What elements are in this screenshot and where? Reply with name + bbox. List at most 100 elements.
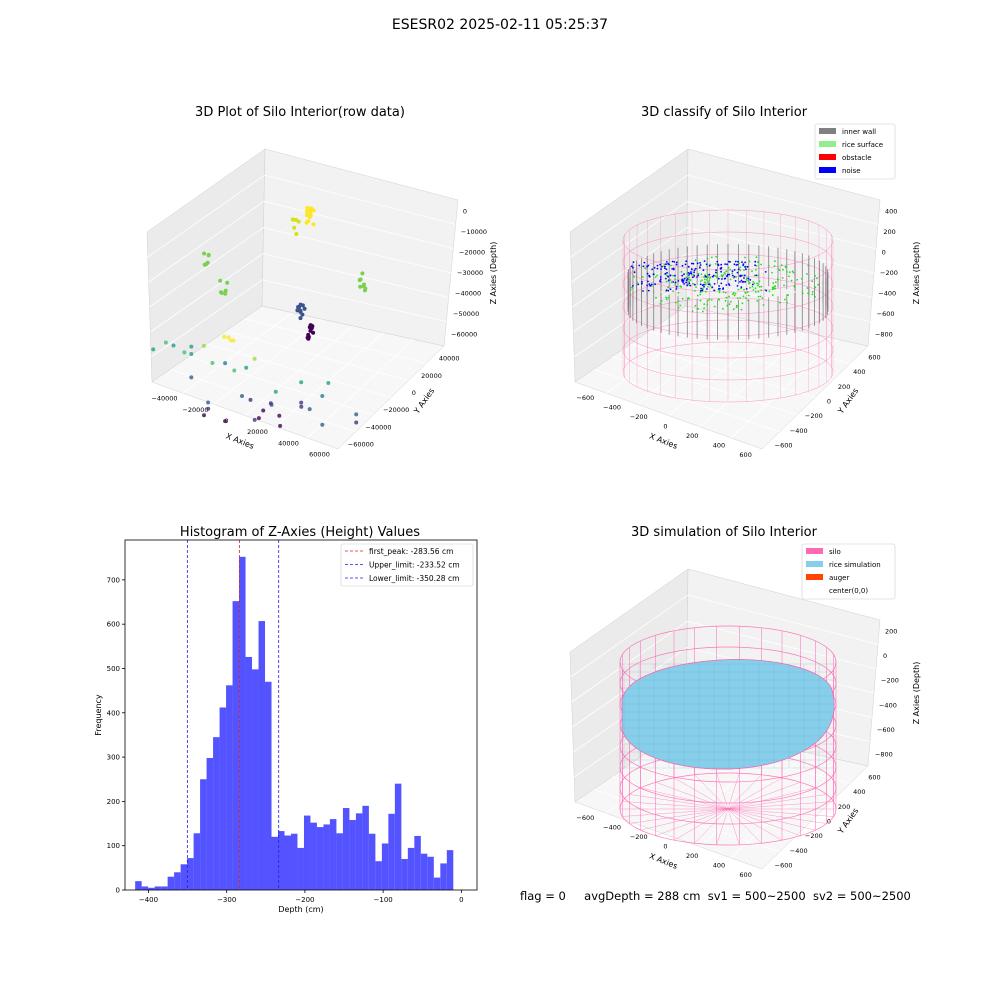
rice-surface-point bbox=[751, 285, 754, 288]
rice-surface-point bbox=[817, 283, 819, 286]
noise-point bbox=[734, 260, 737, 263]
data-point bbox=[299, 380, 304, 385]
data-point bbox=[326, 381, 331, 385]
rice-surface-point bbox=[694, 259, 697, 262]
x-tick-label: 60000 bbox=[309, 450, 330, 458]
rice-surface-point bbox=[771, 272, 773, 274]
noise-point bbox=[699, 266, 701, 269]
rice-surface-point bbox=[641, 276, 644, 278]
rice-surface-point bbox=[773, 265, 776, 267]
rice-surface-point bbox=[743, 288, 745, 291]
noise-point bbox=[690, 272, 693, 275]
rice-surface-point bbox=[722, 307, 724, 310]
data-point bbox=[202, 413, 206, 418]
noise-point bbox=[659, 280, 662, 283]
legend-swatch bbox=[806, 548, 823, 554]
rice-surface-point bbox=[760, 289, 763, 292]
y-tick-label: 400 bbox=[853, 788, 865, 796]
rice-surface-point bbox=[748, 282, 751, 285]
rice-surface-point bbox=[663, 263, 666, 266]
y-tick-label: 400 bbox=[107, 709, 120, 717]
rice-surface-point bbox=[710, 299, 713, 301]
z-tick-label: −800 bbox=[875, 330, 893, 338]
rice-surface-point bbox=[753, 282, 756, 285]
x-tick-label: 0 bbox=[663, 843, 667, 851]
rice-surface-point bbox=[788, 275, 790, 278]
noise-point bbox=[646, 265, 648, 268]
data-point bbox=[300, 303, 305, 308]
z-tick-label: 0 bbox=[883, 652, 887, 660]
z-tick-label: −400 bbox=[878, 289, 896, 297]
silo-floor-spoke bbox=[727, 808, 783, 841]
rice-surface-point bbox=[739, 269, 742, 272]
silo-floor-spoke bbox=[727, 787, 816, 810]
noise-point bbox=[764, 271, 767, 273]
rice-surface-point bbox=[692, 282, 695, 285]
rice-surface-point bbox=[680, 270, 683, 273]
noise-point bbox=[708, 264, 711, 267]
rice-surface-point bbox=[735, 276, 737, 278]
rice-surface-point bbox=[706, 265, 709, 268]
legend-swatch bbox=[806, 574, 823, 580]
chart-2-title: 3D classify of Silo Interior bbox=[641, 105, 808, 120]
rice-surface-point bbox=[708, 298, 711, 301]
chart-4-silo: silo rice simulation auger center(0,0) bbox=[619, 543, 896, 846]
histogram-bar bbox=[440, 863, 447, 890]
rice-surface-point bbox=[660, 299, 663, 302]
rice-surface-point bbox=[735, 306, 738, 309]
rice-surface-point bbox=[760, 263, 762, 266]
data-point bbox=[201, 343, 206, 348]
data-point bbox=[202, 251, 207, 256]
rice-surface-point bbox=[677, 300, 680, 302]
rice-surface-point bbox=[736, 297, 739, 299]
rice-surface-point bbox=[703, 281, 706, 283]
noise-point bbox=[740, 286, 743, 288]
noise-point bbox=[638, 264, 641, 267]
noise-point bbox=[718, 287, 720, 290]
x-tick-label: −200 bbox=[630, 413, 648, 421]
silo-floor-spoke bbox=[727, 808, 801, 837]
z-tick-label: 0 bbox=[463, 208, 467, 216]
data-point bbox=[357, 278, 362, 283]
data-point bbox=[294, 232, 299, 236]
rice-surface-point bbox=[814, 286, 817, 289]
grid-line bbox=[667, 318, 851, 364]
noise-point bbox=[692, 262, 695, 265]
rice-surface-point bbox=[738, 262, 740, 265]
rice-surface-point bbox=[777, 278, 779, 281]
histogram-bar bbox=[187, 858, 194, 890]
noise-point bbox=[737, 260, 739, 263]
rice-surface-point bbox=[720, 274, 723, 277]
histogram-bar bbox=[420, 853, 428, 890]
histogram-bar bbox=[278, 831, 285, 890]
rice-surface-point bbox=[713, 305, 716, 308]
noise-point bbox=[650, 283, 653, 286]
rice-surface-point bbox=[707, 276, 709, 279]
data-point bbox=[298, 308, 303, 313]
histogram-bar bbox=[258, 621, 266, 890]
x-tick-label: −600 bbox=[576, 814, 594, 822]
noise-point bbox=[684, 263, 687, 266]
legend-frame bbox=[801, 543, 896, 600]
y-tick-label: 600 bbox=[868, 773, 880, 781]
data-point bbox=[210, 361, 215, 365]
silo-floor-spoke bbox=[727, 781, 801, 810]
noise-point bbox=[705, 263, 708, 266]
rice-surface-point bbox=[811, 291, 814, 293]
rice-surface-point bbox=[732, 308, 735, 311]
data-point bbox=[218, 278, 223, 283]
histogram-bar bbox=[427, 856, 434, 890]
noise-point bbox=[701, 289, 704, 291]
rice-surface-point bbox=[768, 290, 771, 293]
rice-surface-point bbox=[774, 285, 776, 287]
rice-surface-point bbox=[756, 300, 759, 302]
rice-surface-point bbox=[740, 287, 742, 290]
data-point bbox=[205, 260, 210, 265]
rice-surface-point bbox=[806, 287, 809, 289]
z-tick-label: 200 bbox=[885, 628, 897, 636]
data-point bbox=[302, 306, 307, 311]
noise-point bbox=[733, 269, 736, 271]
axes3d-1: −40000 −20000 0 20000 40000 60000 −60000 −40000… bbox=[146, 148, 498, 458]
histogram-bar bbox=[193, 833, 201, 890]
